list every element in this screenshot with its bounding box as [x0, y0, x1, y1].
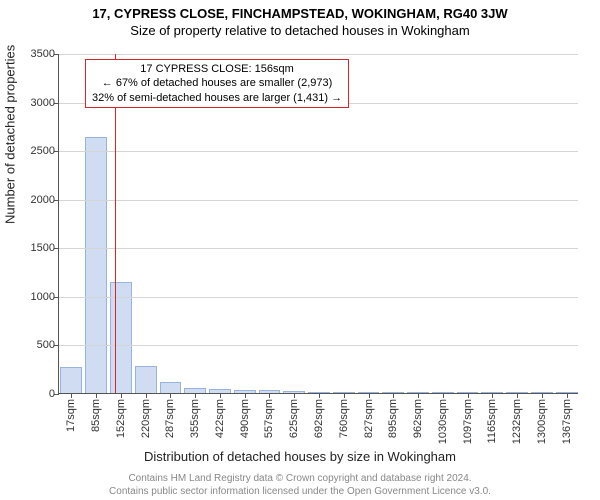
x-tick-mark [344, 393, 345, 398]
grid-line [59, 151, 578, 152]
x-tick-label: 1232sqm [511, 399, 523, 444]
annotation-box: 17 CYPRESS CLOSE: 156sqm← 67% of detache… [85, 59, 349, 108]
x-tick-label: 557sqm [263, 399, 275, 438]
annotation-line: 32% of semi-detached houses are larger (… [92, 91, 342, 105]
histogram-bar [60, 367, 82, 393]
y-tick-label: 1000 [31, 291, 55, 303]
histogram-bar [160, 382, 182, 393]
annotation-line: ← 67% of detached houses are smaller (2,… [92, 76, 342, 90]
x-tick-label: 760sqm [338, 399, 350, 438]
grid-line [59, 248, 578, 249]
x-tick-mark [517, 393, 518, 398]
chart-container: 17, CYPRESS CLOSE, FINCHAMPSTEAD, WOKING… [0, 0, 600, 500]
histogram-bar [85, 137, 107, 393]
x-tick-mark [492, 393, 493, 398]
x-tick-label: 1030sqm [437, 399, 449, 444]
x-tick-label: 962sqm [412, 399, 424, 438]
x-tick-label: 1367sqm [561, 399, 573, 444]
y-axis-title: Number of detached properties [3, 45, 18, 224]
histogram-bar [110, 282, 132, 393]
footer-line2: Contains public sector information licen… [0, 486, 600, 499]
grid-line [59, 54, 578, 55]
x-tick-label: 17sqm [65, 399, 77, 432]
page-title-line2: Size of property relative to detached ho… [0, 21, 600, 38]
annotation-line: 17 CYPRESS CLOSE: 156sqm [92, 62, 342, 76]
x-tick-mark [195, 393, 196, 398]
x-tick-label: 85sqm [90, 399, 102, 432]
x-tick-mark [567, 393, 568, 398]
x-tick-mark [146, 393, 147, 398]
x-tick-mark [542, 393, 543, 398]
y-tick-label: 500 [37, 339, 55, 351]
x-tick-mark [294, 393, 295, 398]
x-tick-label: 355sqm [189, 399, 201, 438]
x-tick-label: 1300sqm [536, 399, 548, 444]
x-tick-mark [220, 393, 221, 398]
x-tick-mark [468, 393, 469, 398]
x-tick-label: 1165sqm [486, 399, 498, 443]
x-tick-label: 422sqm [214, 399, 226, 438]
grid-line [59, 297, 578, 298]
y-tick-label: 3000 [31, 97, 55, 109]
x-tick-label: 625sqm [288, 399, 300, 438]
x-tick-mark [96, 393, 97, 398]
x-tick-mark [170, 393, 171, 398]
x-tick-label: 287sqm [164, 399, 176, 438]
x-tick-label: 895sqm [387, 399, 399, 438]
x-tick-label: 152sqm [115, 399, 127, 438]
y-tick-label: 1500 [31, 242, 55, 254]
grid-line [59, 345, 578, 346]
x-tick-mark [121, 393, 122, 398]
x-tick-label: 1097sqm [462, 399, 474, 444]
plot-region: 050010001500200025003000350017sqm85sqm15… [58, 54, 578, 394]
footer-line1: Contains HM Land Registry data © Crown c… [0, 473, 600, 486]
chart-area: 050010001500200025003000350017sqm85sqm15… [58, 54, 578, 394]
grid-line [59, 200, 578, 201]
page-title-line1: 17, CYPRESS CLOSE, FINCHAMPSTEAD, WOKING… [0, 0, 600, 21]
y-tick-label: 0 [49, 388, 55, 400]
x-tick-label: 827sqm [363, 399, 375, 438]
x-tick-mark [319, 393, 320, 398]
y-tick-label: 2000 [31, 194, 55, 206]
x-tick-mark [443, 393, 444, 398]
x-tick-label: 490sqm [239, 399, 251, 438]
histogram-bar [135, 366, 157, 393]
footer-attribution: Contains HM Land Registry data © Crown c… [0, 473, 600, 498]
x-tick-mark [393, 393, 394, 398]
x-tick-mark [71, 393, 72, 398]
x-tick-mark [245, 393, 246, 398]
x-tick-mark [369, 393, 370, 398]
x-axis-title: Distribution of detached houses by size … [0, 449, 600, 464]
x-tick-mark [418, 393, 419, 398]
x-tick-label: 220sqm [140, 399, 152, 438]
y-tick-label: 2500 [31, 145, 55, 157]
x-tick-mark [269, 393, 270, 398]
y-tick-label: 3500 [31, 48, 55, 60]
x-tick-label: 692sqm [313, 399, 325, 438]
